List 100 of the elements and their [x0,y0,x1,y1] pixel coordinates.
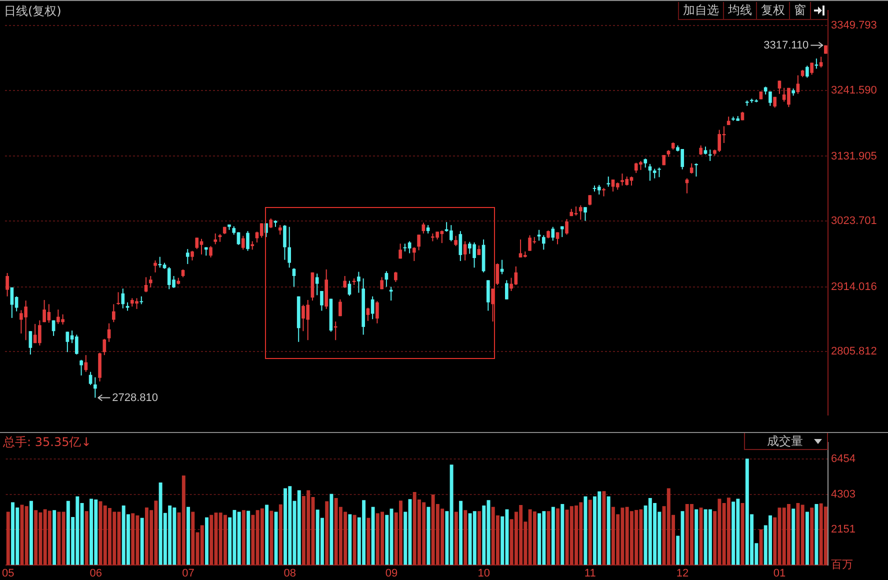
candlestick [819,56,823,68]
bar [588,500,592,565]
bar [24,506,28,565]
candlestick [195,237,199,250]
candlestick [288,226,292,268]
bar [694,509,698,565]
bar [740,503,744,565]
candlestick [116,292,120,306]
candlestick [10,286,14,318]
chart-subtitle: 成交量 [767,433,803,449]
candlestick [186,248,190,265]
annotation: 3317.110 [764,39,809,52]
candlestick [112,304,116,323]
candlestick [606,176,610,188]
x-tick-label: 10 [478,568,490,580]
candlestick [121,288,125,309]
bar [699,508,703,565]
y-tick-label: 百万 [831,559,853,572]
x-tick-label: 01 [773,568,786,580]
bar [186,506,190,565]
bar [472,511,476,565]
bar [478,511,481,565]
bar [191,512,195,565]
candlestick [376,300,379,324]
candlestick [80,359,83,376]
bar [29,500,33,565]
bar [805,512,809,565]
annotation: 复权 [757,2,790,19]
candlestick [806,65,809,78]
bar [325,501,329,565]
y-tick-label: 3131.905 [831,150,877,162]
bar [708,509,712,565]
candlestick [394,271,398,282]
bar [352,514,356,565]
candlestick [454,235,458,247]
candlestick [278,224,282,236]
x-tick-label: 11 [584,568,596,580]
bar [223,514,227,565]
bar [242,510,246,565]
bar [270,510,274,565]
chart-title: 总手: 35.35亿↓ [3,435,92,449]
bar [602,491,606,565]
bar [34,510,38,565]
candlestick [597,184,601,196]
bar [606,496,610,565]
candlestick [214,232,218,245]
candlestick [551,226,555,242]
candlestick [241,235,245,250]
candlestick [458,230,462,262]
candlestick [148,276,152,288]
candlestick [343,276,346,288]
dropdown-field: 成交量 [744,433,828,450]
candlestick [246,230,250,252]
candlestick [154,260,157,273]
candlestick [107,322,111,342]
candlestick [658,167,661,178]
candlestick [652,168,656,179]
bar [810,508,814,565]
bar [131,513,135,565]
candlestick [84,354,88,372]
candlestick [699,144,703,156]
bar [84,511,88,565]
candlestick [417,234,420,251]
y-tick-label: 3349.793 [831,20,877,32]
y-tick-label: 2805.812 [831,346,877,358]
annotation: 窗 [790,2,811,19]
bar [759,529,763,565]
candlestick [491,288,494,322]
bar [278,504,282,565]
candlestick [690,162,694,174]
x-tick-label: 06 [90,568,102,580]
candlestick [357,271,360,294]
bar [824,506,828,565]
bar [200,525,204,565]
y-tick-label: 3023.701 [831,215,877,228]
candlestick [269,218,273,229]
candlestick [88,371,92,386]
candlestick [796,74,800,94]
candlestick [408,240,412,254]
candlestick [768,90,772,106]
bar [52,510,56,565]
candlestick [810,62,814,76]
candlestick [398,243,402,260]
bar [48,510,52,565]
annotation: 加自选 [679,2,724,19]
candlestick [66,331,70,353]
candlestick [320,290,324,312]
x-tick-label: 05 [2,568,14,580]
bar [538,513,542,565]
candlestick [190,250,194,261]
candlestick [260,222,264,238]
bar [265,504,269,565]
bar [205,517,208,565]
candlestick [6,272,9,297]
candlestick [496,262,500,286]
chart-title: 日线(复权) [4,4,62,18]
candlestick [338,298,342,317]
bar [210,514,214,565]
y-tick-label: 3241.590 [831,84,877,97]
bar [464,510,468,565]
